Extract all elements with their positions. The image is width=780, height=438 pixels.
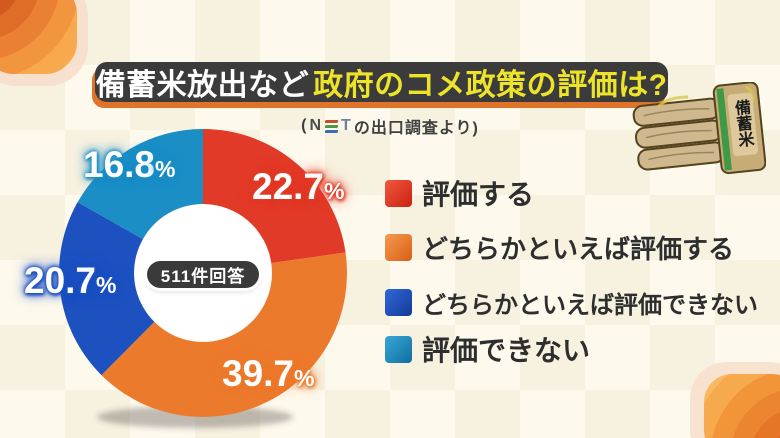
segment-value-number: 39.7 [222,353,295,394]
legend-swatch-cyan [385,335,412,363]
donut-segment [77,129,203,240]
legend-item: 評価する [385,178,534,210]
donut-ground-shadow [97,406,293,428]
percent-sign: % [155,156,176,182]
source-line: ( N T の出口調査より) [0,114,780,138]
source-text: の出口調査より) [353,120,479,137]
response-count-badge: 511件回答 [147,261,259,288]
segment-value-number: 16.8 [83,144,156,185]
rice-bags-icon: 備蓄米 [632,82,766,175]
segment-value-label-cyan: 16.8% [83,146,175,183]
nst-logo-t: T [341,117,352,134]
legend-label: どちらかといえば評価できない [422,291,758,319]
segment-value-label-orange: 39.7% [222,355,314,392]
legend-item: 評価できない [385,334,590,366]
nst-logo-n: N [309,117,323,134]
donut-segment [58,202,155,376]
donut-chart [58,129,348,428]
donut-segment [101,252,348,418]
segment-value-label-blue: 20.7% [24,262,116,299]
title-text-yellow: 政府のコメ政策の評価は? [313,69,668,102]
legend-item: どちらかといえば評価する [385,232,734,264]
source-open-paren: ( [301,117,308,134]
percent-sign: % [294,365,315,391]
donut-segment [203,129,346,264]
legend-swatch-red [385,179,412,207]
source-inner: ( N T の出口調査より) [301,114,479,138]
percent-sign: % [324,178,345,204]
segment-value-label-red: 22.7% [252,168,344,205]
segment-value-number: 22.7 [252,166,325,207]
title-text-white: 備蓄米放出など [95,69,310,102]
legend-label: どちらかといえば評価する [422,233,735,264]
legend-label: 評価する [422,179,535,210]
legend-swatch-orange [385,233,412,261]
segment-value-number: 20.7 [24,260,97,301]
corner-decoration-bottom-right [704,374,780,438]
corner-decoration-top-left [0,0,77,74]
title-bar: 備蓄米放出など 政府のコメ政策の評価は? [95,62,668,102]
percent-sign: % [96,272,117,298]
legend-label: 評価できない [422,335,591,366]
legend-item: どちらかといえば評価できない [385,287,758,319]
donut-segments [58,129,348,418]
legend-swatch-blue [385,288,412,316]
response-count-text: 511件回答 [160,267,246,286]
